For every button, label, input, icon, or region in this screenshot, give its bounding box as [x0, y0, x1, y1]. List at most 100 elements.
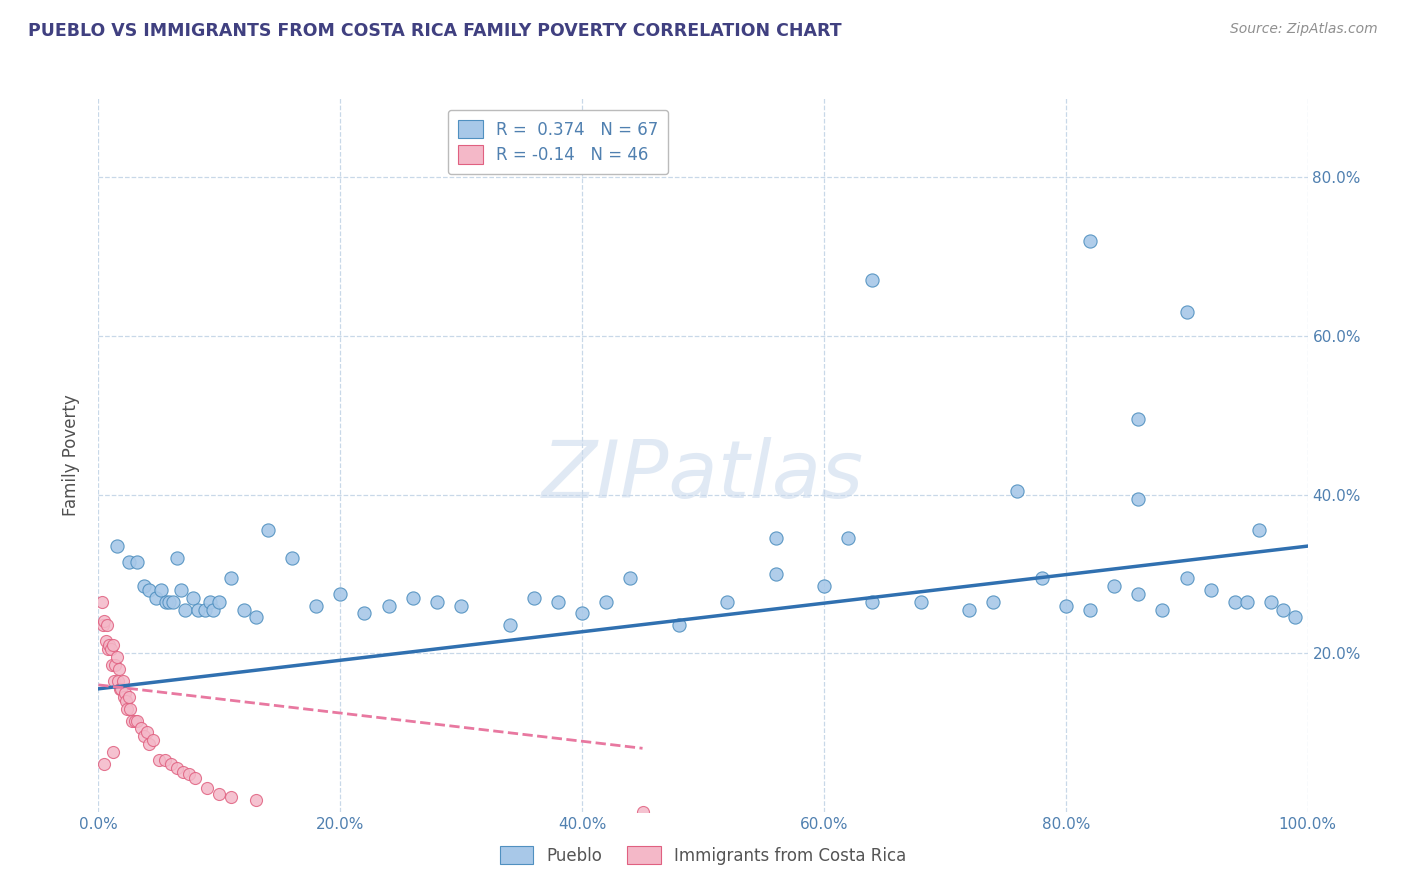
Point [101, 745, 124, 759]
Point [96, 618, 118, 632]
Point [498, 618, 520, 632]
Point [127, 714, 149, 728]
Point [1284, 610, 1306, 624]
Point [105, 650, 128, 665]
Point [547, 594, 569, 608]
Point [256, 523, 278, 537]
Point [107, 673, 129, 688]
Point [100, 642, 122, 657]
Point [134, 579, 156, 593]
Point [1128, 587, 1150, 601]
Point [202, 602, 225, 616]
Point [104, 658, 127, 673]
Point [910, 594, 932, 608]
Point [1128, 412, 1150, 426]
Point [101, 638, 124, 652]
Point [860, 273, 883, 287]
Point [162, 594, 184, 608]
Point [668, 618, 690, 632]
Point [245, 793, 267, 807]
Point [1054, 599, 1077, 613]
Point [166, 761, 188, 775]
Point [1236, 594, 1258, 608]
Point [181, 591, 204, 605]
Point [114, 686, 136, 700]
Point [1199, 582, 1222, 597]
Point [111, 673, 134, 688]
Point [195, 780, 218, 795]
Point [135, 725, 157, 739]
Point [1078, 602, 1101, 616]
Point [174, 602, 197, 616]
Text: ZIPatlas: ZIPatlas [541, 437, 865, 516]
Point [595, 594, 617, 608]
Point [208, 594, 231, 608]
Point [353, 607, 375, 621]
Point [166, 551, 188, 566]
Point [1272, 602, 1295, 616]
Point [157, 594, 180, 608]
Point [245, 610, 267, 624]
Point [221, 790, 243, 805]
Point [281, 551, 304, 566]
Point [169, 582, 191, 597]
Point [93, 757, 115, 772]
Point [198, 594, 221, 608]
Point [112, 690, 135, 704]
Point [765, 566, 787, 581]
Point [138, 582, 160, 597]
Point [179, 766, 201, 780]
Point [91, 594, 114, 608]
Point [1260, 594, 1282, 608]
Point [813, 579, 835, 593]
Point [631, 805, 654, 819]
Text: Source: ZipAtlas.com: Source: ZipAtlas.com [1230, 22, 1378, 37]
Point [426, 594, 449, 608]
Point [148, 753, 170, 767]
Point [1007, 483, 1029, 498]
Point [981, 594, 1004, 608]
Point [450, 599, 472, 613]
Point [108, 681, 131, 696]
Point [402, 591, 425, 605]
Point [187, 602, 209, 616]
Point [127, 555, 149, 569]
Point [108, 662, 131, 676]
Point [184, 772, 207, 786]
Point [94, 634, 117, 648]
Point [153, 753, 176, 767]
Point [129, 722, 152, 736]
Point [138, 737, 160, 751]
Point [172, 765, 194, 780]
Point [1249, 523, 1271, 537]
Point [1175, 571, 1198, 585]
Point [377, 599, 399, 613]
Point [221, 571, 243, 585]
Point [208, 787, 231, 801]
Text: PUEBLO VS IMMIGRANTS FROM COSTA RICA FAMILY POVERTY CORRELATION CHART: PUEBLO VS IMMIGRANTS FROM COSTA RICA FAM… [28, 22, 842, 40]
Point [1078, 234, 1101, 248]
Point [134, 730, 156, 744]
Point [97, 642, 120, 657]
Point [100, 658, 122, 673]
Point [121, 714, 143, 728]
Point [1175, 305, 1198, 319]
Point [571, 607, 593, 621]
Point [110, 681, 132, 696]
Point [232, 602, 254, 616]
Point [619, 571, 641, 585]
Legend: Pueblo, Immigrants from Costa Rica: Pueblo, Immigrants from Costa Rica [494, 839, 912, 871]
Point [837, 531, 859, 545]
Y-axis label: Family Poverty: Family Poverty [62, 394, 80, 516]
Point [765, 531, 787, 545]
Point [1128, 491, 1150, 506]
Point [1152, 602, 1174, 616]
Point [118, 555, 141, 569]
Point [103, 673, 125, 688]
Point [957, 602, 980, 616]
Point [91, 618, 114, 632]
Point [93, 615, 115, 629]
Point [1223, 594, 1246, 608]
Point [150, 582, 173, 597]
Point [160, 757, 183, 772]
